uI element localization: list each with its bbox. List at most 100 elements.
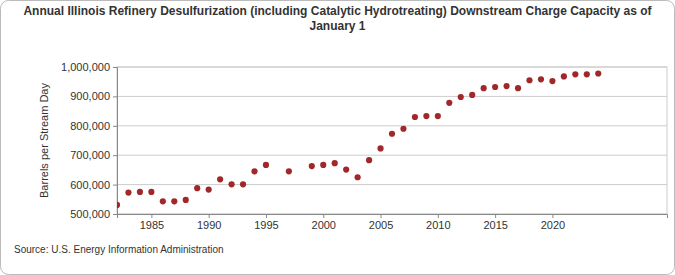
x-tick-label: 1990 — [197, 219, 221, 231]
y-tick: 600,000 — [70, 179, 117, 191]
point — [148, 189, 154, 195]
point — [137, 189, 143, 195]
y-tick-label: 800,000 — [70, 120, 110, 132]
point — [526, 77, 532, 83]
y-tick-label: 600,000 — [70, 179, 110, 191]
y-tick-label: 700,000 — [70, 149, 110, 161]
x-tick: 2020 — [541, 214, 565, 231]
x-tick: 1990 — [197, 214, 221, 231]
point — [538, 76, 544, 82]
point — [423, 113, 429, 119]
point — [194, 185, 200, 191]
chart: Annual Illinois Refinery Desulfurization… — [0, 0, 675, 275]
point — [458, 94, 464, 100]
x-tick: 1985 — [140, 214, 164, 231]
point — [492, 84, 498, 90]
plot-frame — [117, 67, 667, 214]
grid-line — [117, 184, 667, 185]
x-tick-label: 1995 — [254, 219, 278, 231]
x-tick-mark — [438, 214, 439, 218]
point — [446, 100, 452, 106]
point — [561, 73, 567, 79]
x-tick: 2000 — [312, 214, 336, 231]
y-tick-label: 900,000 — [70, 90, 110, 102]
point — [125, 189, 131, 195]
title-line: January 1 — [309, 19, 365, 33]
point — [160, 198, 166, 204]
point — [286, 168, 292, 174]
source: Source: U.S. Energy Information Administ… — [14, 244, 224, 255]
point — [515, 85, 521, 91]
point — [206, 187, 212, 193]
grid-line — [117, 125, 667, 126]
point — [377, 145, 383, 151]
point — [183, 197, 189, 203]
y-tick-mark — [113, 155, 117, 156]
point — [343, 167, 349, 173]
border — [1, 1, 675, 275]
point — [320, 162, 326, 168]
x-tick-mark — [266, 214, 267, 218]
y-tick-mark — [113, 96, 117, 97]
x-tick-label: 1985 — [140, 219, 164, 231]
x-tick: 1995 — [254, 214, 278, 231]
point — [355, 174, 361, 180]
y-tick-label: 500,000 — [70, 208, 110, 220]
y-tick-mark — [113, 214, 117, 215]
point — [263, 162, 269, 168]
x-tick-mark — [495, 214, 496, 218]
x-tick-mark — [552, 214, 553, 218]
x-tick: 2010 — [426, 214, 450, 231]
point — [584, 71, 590, 77]
x-tick-mark — [323, 214, 324, 218]
y-tick: 1,000,000 — [61, 61, 117, 73]
point — [228, 181, 234, 187]
y-tick: 800,000 — [70, 120, 117, 132]
x-tick-label: 2000 — [312, 219, 336, 231]
point — [309, 163, 315, 169]
title: Annual Illinois Refinery Desulfurization… — [23, 4, 652, 33]
y-tick-mark — [113, 67, 117, 68]
y-tick-mark — [113, 185, 117, 186]
x-tick-label: 2015 — [483, 219, 507, 231]
x-tick: 2005 — [369, 214, 393, 231]
point — [366, 157, 372, 163]
x-tick-label: 2010 — [426, 219, 450, 231]
y-tick: 500,000 — [70, 208, 117, 220]
x-tick-label: 2005 — [369, 219, 393, 231]
point — [412, 114, 418, 120]
point — [400, 126, 406, 132]
grid-line — [117, 155, 667, 156]
x-axis: 1985 1990 1995 2000 2005 2010 2015 2020 — [118, 214, 668, 231]
point — [389, 131, 395, 137]
y-tick: 900,000 — [70, 90, 117, 102]
y-axis-title: Barrels per Stream Day — [38, 83, 50, 198]
grid-line — [117, 96, 667, 97]
axis-line — [118, 215, 668, 219]
point — [503, 83, 509, 89]
point — [240, 181, 246, 187]
y-axis: 500,000 600,000 700,000 800,000 900,000 1,000… — [61, 61, 117, 220]
y-tick-label: 1,000,000 — [61, 61, 110, 73]
point — [171, 198, 177, 204]
x-tick-mark — [209, 214, 210, 218]
point — [435, 113, 441, 119]
x-tick-label: 2020 — [541, 219, 565, 231]
point — [332, 160, 338, 166]
x-tick: 2015 — [483, 214, 507, 231]
x-tick-mark — [151, 214, 152, 218]
point — [481, 85, 487, 91]
point — [595, 70, 601, 76]
point — [251, 168, 257, 174]
point — [469, 92, 475, 98]
x-tick-mark — [381, 214, 382, 218]
points — [117, 70, 601, 208]
point — [117, 202, 120, 208]
point — [217, 176, 223, 182]
y-tick: 700,000 — [70, 149, 117, 161]
point — [549, 78, 555, 84]
title-line: Annual Illinois Refinery Desulfurization… — [23, 4, 652, 18]
grid — [117, 67, 667, 214]
point — [572, 71, 578, 77]
axis-line — [113, 68, 118, 215]
